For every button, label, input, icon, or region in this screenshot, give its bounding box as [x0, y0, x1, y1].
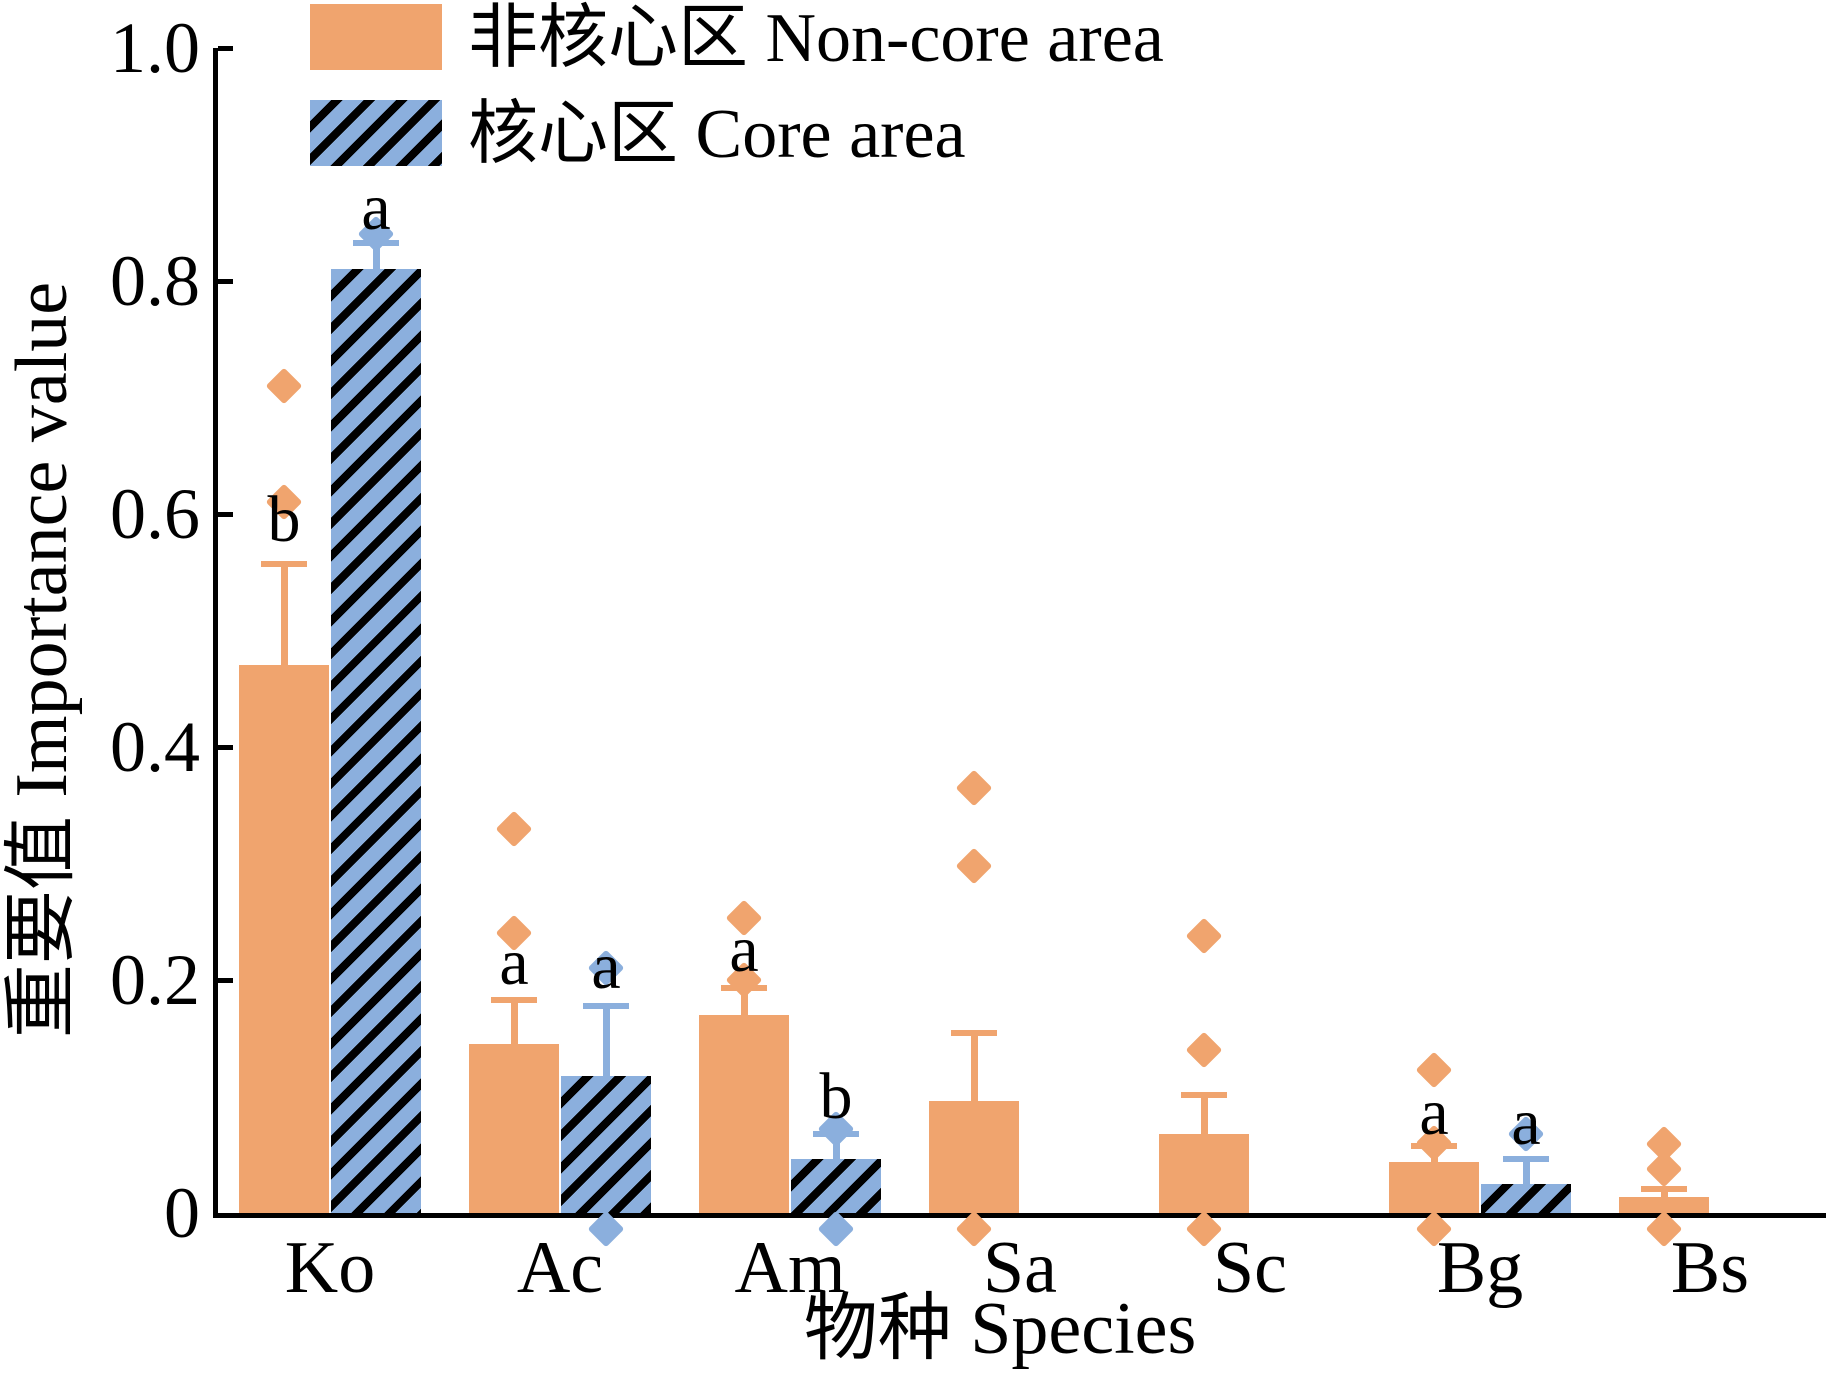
y-tick-label-0.8: 0.8 [110, 241, 200, 321]
error-bar-stem-Ko [372, 242, 380, 270]
legend-swatch-noncore [310, 4, 442, 70]
y-tick-label-0.6: 0.6 [110, 474, 200, 554]
x-axis-line [213, 1213, 1826, 1218]
x-category-label-Ac: Ac [516, 1227, 604, 1309]
error-bar-stem-Am [740, 986, 748, 1015]
data-point-diamond-Sc [1185, 917, 1223, 955]
y-tick-label-0: 0 [164, 1173, 200, 1253]
error-bar-cap-Bg [1503, 1155, 1549, 1162]
bar-core-Ac [561, 1075, 651, 1213]
x-category-label-Sc: Sc [1213, 1227, 1287, 1309]
x-category-label-Bg: Bg [1436, 1227, 1524, 1309]
bar-core-Bg [1481, 1183, 1571, 1213]
y-tick-0.6 [218, 512, 233, 517]
bar-noncore-Ko [239, 665, 329, 1213]
x-category-label-Bs: Bs [1670, 1227, 1750, 1309]
error-bar-cap-Ac [491, 997, 537, 1004]
data-point-diamond-Ko [265, 367, 303, 405]
y-axis-line [213, 48, 218, 1218]
significance-letter-Ac: a [591, 930, 621, 1004]
significance-letter-Ko: a [361, 170, 391, 244]
bar-noncore-Sa [929, 1101, 1019, 1213]
significance-letter-Bg: a [1511, 1086, 1541, 1160]
error-bar-stem-Ko [280, 562, 288, 666]
significance-letter-Bg: a [1419, 1075, 1449, 1149]
x-category-label-Ko: Ko [284, 1227, 376, 1309]
y-tick-label-1.0: 1.0 [110, 8, 200, 88]
error-bar-stem-Ac [602, 1005, 610, 1076]
error-bar-cap-Sc [1181, 1091, 1227, 1098]
x-axis-title: 物种 Species [803, 1288, 1197, 1370]
bar-noncore-Am [699, 1014, 789, 1213]
x-category-label-Sa: Sa [983, 1227, 1057, 1309]
error-bar-cap-Ac [583, 1003, 629, 1010]
data-point-diamond-Sa [955, 847, 993, 885]
y-tick-0.4 [218, 745, 233, 750]
data-point-diamond-Sc [1185, 1031, 1223, 1069]
legend-label-noncore: 非核心区 Non-core area [468, 0, 1164, 77]
bar-noncore-Bs [1619, 1196, 1709, 1213]
bar-noncore-Ac [469, 1044, 559, 1213]
bar-core-Am [791, 1159, 881, 1213]
bar-noncore-Bg [1389, 1161, 1479, 1213]
legend-label-core: 核心区 Core area [468, 96, 966, 173]
significance-letter-Am: b [819, 1059, 853, 1133]
data-point-diamond-Ac [495, 810, 533, 847]
data-point-diamond-Sa [955, 769, 993, 807]
bar-noncore-Sc [1159, 1133, 1249, 1213]
error-bar-stem-Sc [1200, 1093, 1208, 1134]
legend-swatch-core [310, 100, 442, 166]
y-tick-label-0.4: 0.4 [110, 707, 200, 787]
error-bar-cap-Sa [951, 1030, 997, 1037]
significance-letter-Am: a [729, 912, 759, 986]
error-bar-stem-Sa [970, 1032, 978, 1102]
y-tick-label-0.2: 0.2 [110, 940, 200, 1020]
error-bar-stem-Bs [1660, 1188, 1668, 1197]
x-category-label-Am: Am [734, 1227, 846, 1309]
error-bar-stem-Ac [510, 999, 518, 1045]
data-point-diamond-Bs [1645, 1150, 1683, 1188]
error-bar-stem-Bg [1522, 1157, 1530, 1184]
y-tick-1.0 [218, 46, 233, 51]
significance-letter-Ko: b [267, 482, 301, 556]
error-bar-cap-Ko [261, 560, 307, 567]
y-tick-0.2 [218, 978, 233, 983]
significance-letter-Ac: a [499, 925, 529, 999]
y-tick-0.8 [218, 279, 233, 284]
error-bar-cap-Bs [1641, 1186, 1687, 1193]
bar-core-Ko [331, 269, 421, 1213]
